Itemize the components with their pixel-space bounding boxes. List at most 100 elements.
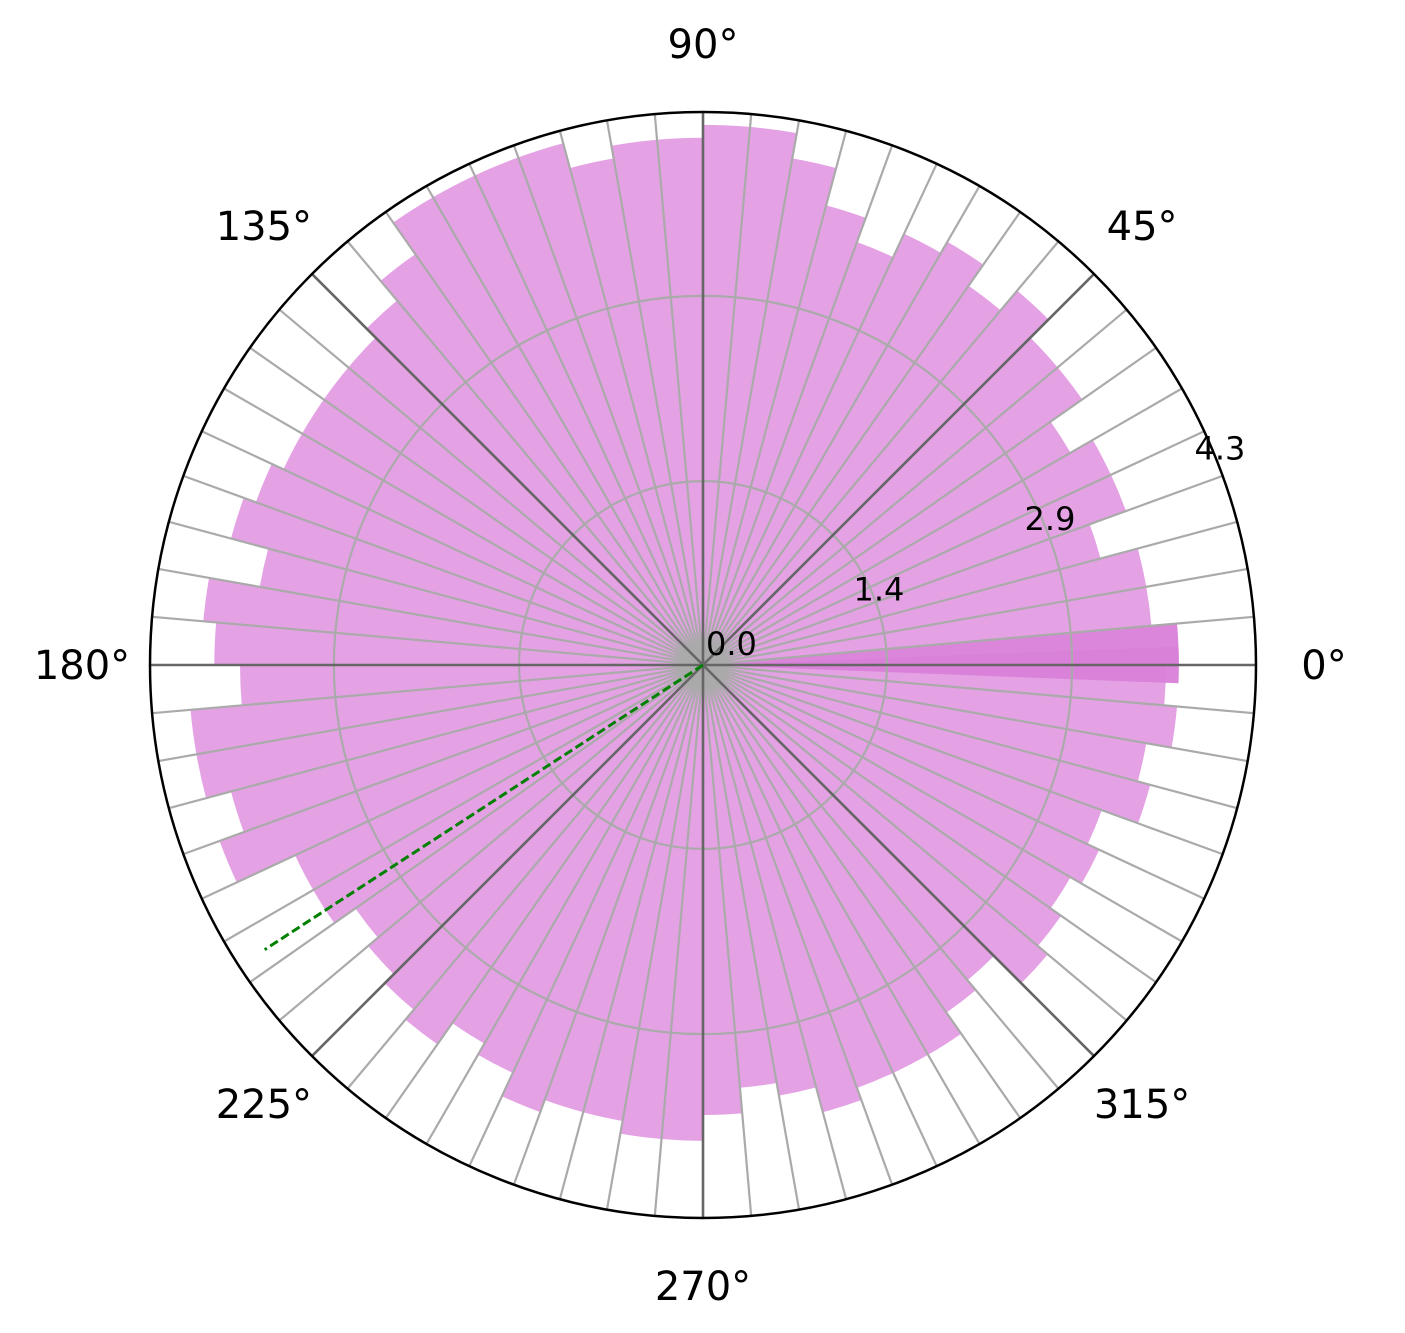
spoke-295 bbox=[702, 664, 938, 1167]
bar-63 bbox=[703, 665, 1048, 984]
bar-9 bbox=[703, 290, 1049, 665]
bar-5 bbox=[703, 439, 1111, 665]
major-axis-225 bbox=[311, 664, 704, 1057]
spoke-30 bbox=[702, 387, 1183, 666]
spoke-75 bbox=[701, 130, 848, 666]
bar-59 bbox=[703, 665, 929, 1073]
bar-58 bbox=[703, 665, 894, 1088]
spoke-260 bbox=[605, 664, 705, 1210]
spoke-15 bbox=[702, 520, 1238, 667]
spoke-235 bbox=[384, 664, 704, 1119]
spoke-40 bbox=[702, 308, 1128, 666]
bar-4 bbox=[703, 474, 1126, 665]
spoke-350 bbox=[702, 663, 1248, 763]
spoke-335 bbox=[702, 664, 1205, 900]
bar-8 bbox=[703, 337, 1058, 665]
major-axis-135 bbox=[311, 273, 704, 666]
spoke-120 bbox=[425, 185, 704, 666]
spoke-305 bbox=[702, 664, 1022, 1119]
spoke-250 bbox=[512, 664, 705, 1186]
bar-61 bbox=[703, 665, 976, 1013]
spoke-155 bbox=[201, 430, 704, 666]
bar-24 bbox=[393, 197, 703, 666]
bar-10 bbox=[703, 285, 1001, 665]
spoke-195 bbox=[168, 663, 704, 810]
spoke-280 bbox=[701, 664, 801, 1210]
bar-41 bbox=[295, 665, 703, 891]
spoke-70 bbox=[701, 144, 894, 666]
angle-label-180: 180° bbox=[34, 643, 130, 689]
spoke-330 bbox=[702, 664, 1183, 943]
spoke-10 bbox=[702, 567, 1248, 667]
spoke-65 bbox=[702, 163, 938, 666]
spoke-210 bbox=[223, 664, 704, 943]
spoke-80 bbox=[701, 120, 801, 666]
major-axis-45 bbox=[702, 273, 1095, 666]
bar-27 bbox=[348, 337, 703, 665]
outer-circle bbox=[148, 110, 1258, 1220]
bar-22 bbox=[474, 157, 703, 665]
spoke-255 bbox=[558, 664, 705, 1200]
angle-label-135: 135° bbox=[216, 204, 312, 250]
spoke-25 bbox=[702, 430, 1205, 666]
spoke-340 bbox=[702, 663, 1224, 856]
spoke-110 bbox=[512, 144, 705, 666]
label-layer: 0° 45° 90° 135° 180° 225° 270° 315° 0.0 1.4 2.9 4.3 bbox=[34, 22, 1347, 1310]
spoke-205 bbox=[201, 664, 704, 900]
bar-21 bbox=[518, 143, 703, 665]
bar-11 bbox=[703, 241, 984, 665]
bar-44 bbox=[368, 665, 703, 975]
spoke-130 bbox=[346, 240, 704, 666]
spoke-20 bbox=[702, 474, 1224, 667]
spoke-325 bbox=[702, 664, 1157, 984]
spoke-95 bbox=[653, 114, 705, 666]
bar-43 bbox=[355, 665, 703, 938]
bar-62 bbox=[703, 665, 994, 981]
spoke-185 bbox=[152, 663, 704, 715]
spoke-115 bbox=[468, 163, 704, 666]
spoke-105 bbox=[558, 130, 705, 666]
bar-64 bbox=[703, 665, 1062, 947]
spoke-215 bbox=[249, 664, 704, 984]
bar-28 bbox=[323, 367, 703, 665]
spoke-320 bbox=[702, 664, 1128, 1022]
spoke-160 bbox=[182, 474, 704, 667]
spoke-55 bbox=[702, 211, 1022, 666]
spoke-230 bbox=[346, 664, 704, 1090]
spoke-245 bbox=[468, 664, 704, 1167]
spoke-265 bbox=[653, 664, 705, 1216]
angle-label-45: 45° bbox=[1107, 204, 1178, 250]
bar-46 bbox=[405, 665, 703, 1045]
spoke-190 bbox=[158, 663, 704, 763]
spoke-125 bbox=[384, 211, 704, 666]
spoke-200 bbox=[182, 663, 704, 856]
major-axis-315 bbox=[702, 664, 1095, 1057]
bar-30 bbox=[283, 433, 703, 665]
bar-31 bbox=[255, 463, 704, 665]
bar-29 bbox=[302, 399, 703, 665]
spoke-285 bbox=[701, 664, 848, 1200]
spoke-300 bbox=[702, 664, 981, 1145]
bar-25 bbox=[380, 254, 703, 665]
bar-26 bbox=[366, 300, 703, 665]
radial-label-1: 1.4 bbox=[853, 571, 904, 609]
angle-label-270: 270° bbox=[655, 1264, 751, 1310]
mean-direction-layer bbox=[263, 663, 704, 951]
bar-49 bbox=[501, 665, 703, 1113]
spoke-100 bbox=[605, 120, 705, 666]
spoke-140 bbox=[278, 308, 704, 666]
bar-66 bbox=[703, 665, 1100, 884]
spoke-355 bbox=[702, 663, 1254, 715]
angle-label-225: 225° bbox=[216, 1082, 312, 1128]
mean-direction-line bbox=[263, 663, 704, 951]
bar-60 bbox=[703, 665, 962, 1055]
spoke-290 bbox=[701, 664, 894, 1186]
spoke-145 bbox=[249, 346, 704, 666]
grid-layer bbox=[150, 112, 1256, 1218]
spoke-60 bbox=[702, 185, 981, 666]
spoke-220 bbox=[278, 664, 704, 1022]
angle-label-315: 315° bbox=[1094, 1082, 1190, 1128]
bar-67 bbox=[703, 665, 1102, 845]
spoke-165 bbox=[168, 520, 704, 667]
